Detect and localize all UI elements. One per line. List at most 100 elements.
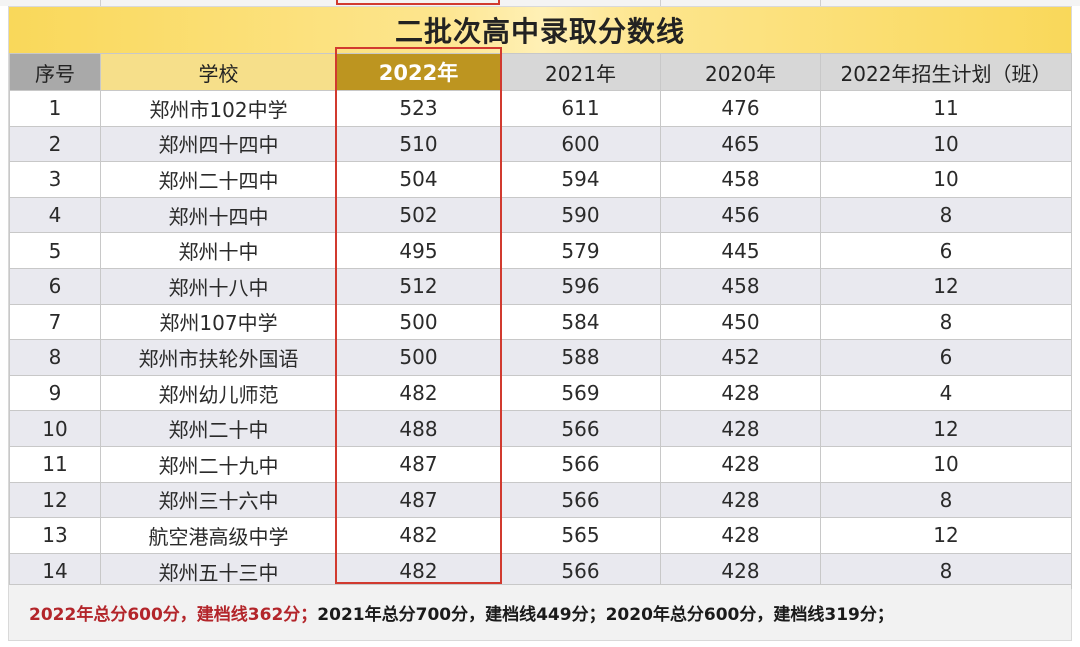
cell-2022: 487 (336, 445, 501, 483)
cell-school: 郑州三十六中 (100, 481, 337, 519)
cell-index: 6 (9, 267, 101, 305)
table-row: 3 郑州二十四中 504 594 458 10 (9, 161, 1072, 198)
cell-2022: 502 (336, 196, 501, 234)
cell-2020: 465 (660, 125, 821, 163)
table-row: 5 郑州十中 495 579 445 6 (9, 232, 1072, 269)
cell-2020: 428 (660, 481, 821, 519)
cell-2020: 428 (660, 445, 821, 483)
cell-index: 9 (9, 374, 101, 412)
cell-school: 郑州四十四中 (100, 125, 337, 163)
cell-plan: 6 (820, 339, 1072, 376)
cell-2022: 510 (336, 125, 501, 163)
cell-2021: 569 (500, 374, 661, 412)
cell-school: 郑州107中学 (100, 303, 337, 341)
table-row: 9 郑州幼儿师范 482 569 428 4 (9, 374, 1072, 412)
table-row: 11 郑州二十九中 487 566 428 10 (9, 445, 1072, 483)
table-row: 1 郑州市102中学 523 611 476 11 (9, 90, 1072, 127)
score-table-panel: 二批次高中录取分数线 序号 学校 2022年 2021年 2020年 2022年… (8, 6, 1072, 641)
cell-2021: 565 (500, 517, 661, 554)
table-row: 4 郑州十四中 502 590 456 8 (9, 196, 1072, 234)
table-header-row: 序号 学校 2022年 2021年 2020年 2022年招生计划（班） (9, 53, 1072, 91)
admission-score-table: 序号 学校 2022年 2021年 2020年 2022年招生计划（班） 1 郑州… (9, 53, 1072, 590)
cell-2021: 566 (500, 481, 661, 519)
cell-index: 7 (9, 303, 101, 341)
cell-plan: 4 (820, 374, 1072, 412)
header-2021: 2021年 (500, 53, 661, 91)
cell-plan: 12 (820, 410, 1072, 447)
table-row: 8 郑州市扶轮外国语 500 588 452 6 (9, 339, 1072, 376)
cell-index: 1 (9, 90, 101, 127)
cell-2022: 488 (336, 410, 501, 447)
page-title: 二批次高中录取分数线 (394, 15, 685, 48)
cell-2021: 566 (500, 410, 661, 447)
cell-plan: 11 (820, 90, 1072, 127)
cell-plan: 8 (820, 303, 1072, 341)
table-row: 6 郑州十八中 512 596 458 12 (9, 267, 1072, 305)
cell-school: 郑州十四中 (100, 196, 337, 234)
table-row: 2 郑州四十四中 510 600 465 10 (9, 125, 1072, 163)
header-2022: 2022年 (336, 53, 501, 91)
cell-index: 11 (9, 445, 101, 483)
cell-school: 郑州二十九中 (100, 445, 337, 483)
header-plan: 2022年招生计划（班） (820, 53, 1072, 91)
cell-school: 郑州市102中学 (100, 90, 337, 127)
cell-school: 郑州十中 (100, 232, 337, 269)
cell-plan: 8 (820, 196, 1072, 234)
cell-2020: 458 (660, 267, 821, 305)
footer-note-2021-2020: 2021年总分700分，建档线449分；2020年总分600分，建档线319分； (317, 605, 894, 625)
cell-2022: 500 (336, 339, 501, 376)
footer-note: 2022年总分600分，建档线362分； 2021年总分700分，建档线449分… (9, 584, 1071, 640)
header-index: 序号 (9, 53, 101, 91)
title-bar: 二批次高中录取分数线 (9, 7, 1071, 54)
cell-2021: 611 (500, 90, 661, 127)
cell-school: 郑州五十三中 (100, 552, 337, 590)
table-row: 14 郑州五十三中 482 566 428 8 (9, 552, 1072, 590)
cell-plan: 6 (820, 232, 1072, 269)
cell-index: 5 (9, 232, 101, 269)
cell-2021: 588 (500, 339, 661, 376)
cell-school: 郑州二十中 (100, 410, 337, 447)
cell-school: 郑州二十四中 (100, 161, 337, 198)
cell-2020: 428 (660, 517, 821, 554)
cell-2021: 600 (500, 125, 661, 163)
cell-plan: 8 (820, 481, 1072, 519)
cell-2021: 596 (500, 267, 661, 305)
cell-2022: 482 (336, 374, 501, 412)
cell-2022: 495 (336, 232, 501, 269)
table-row: 12 郑州三十六中 487 566 428 8 (9, 481, 1072, 519)
table-row: 13 航空港高级中学 482 565 428 12 (9, 517, 1072, 554)
cell-plan: 10 (820, 445, 1072, 483)
cell-2020: 458 (660, 161, 821, 198)
cell-plan: 12 (820, 267, 1072, 305)
cell-plan: 10 (820, 161, 1072, 198)
cell-2020: 452 (660, 339, 821, 376)
cell-index: 4 (9, 196, 101, 234)
cell-2022: 512 (336, 267, 501, 305)
cell-2021: 584 (500, 303, 661, 341)
cell-2020: 445 (660, 232, 821, 269)
cell-index: 12 (9, 481, 101, 519)
cell-2021: 590 (500, 196, 661, 234)
cell-2021: 566 (500, 445, 661, 483)
cell-school: 郑州幼儿师范 (100, 374, 337, 412)
cell-index: 13 (9, 517, 101, 554)
top-highlight-edge (336, 0, 500, 5)
cell-2020: 428 (660, 552, 821, 590)
cell-2020: 456 (660, 196, 821, 234)
cell-2020: 450 (660, 303, 821, 341)
cell-index: 10 (9, 410, 101, 447)
cell-index: 8 (9, 339, 101, 376)
cell-plan: 12 (820, 517, 1072, 554)
top-strip-tick (100, 0, 101, 6)
cell-2022: 487 (336, 481, 501, 519)
cell-school: 郑州市扶轮外国语 (100, 339, 337, 376)
cell-index: 3 (9, 161, 101, 198)
cell-index: 2 (9, 125, 101, 163)
header-2020: 2020年 (660, 53, 821, 91)
header-school: 学校 (100, 53, 337, 91)
cell-school: 郑州十八中 (100, 267, 337, 305)
top-strip-tick (820, 0, 821, 6)
cell-2022: 500 (336, 303, 501, 341)
table-body: 1 郑州市102中学 523 611 476 11 2 郑州四十四中 510 600 465 10 3 郑… (9, 90, 1072, 590)
footer-note-2022: 2022年总分600分，建档线362分； (29, 605, 318, 625)
